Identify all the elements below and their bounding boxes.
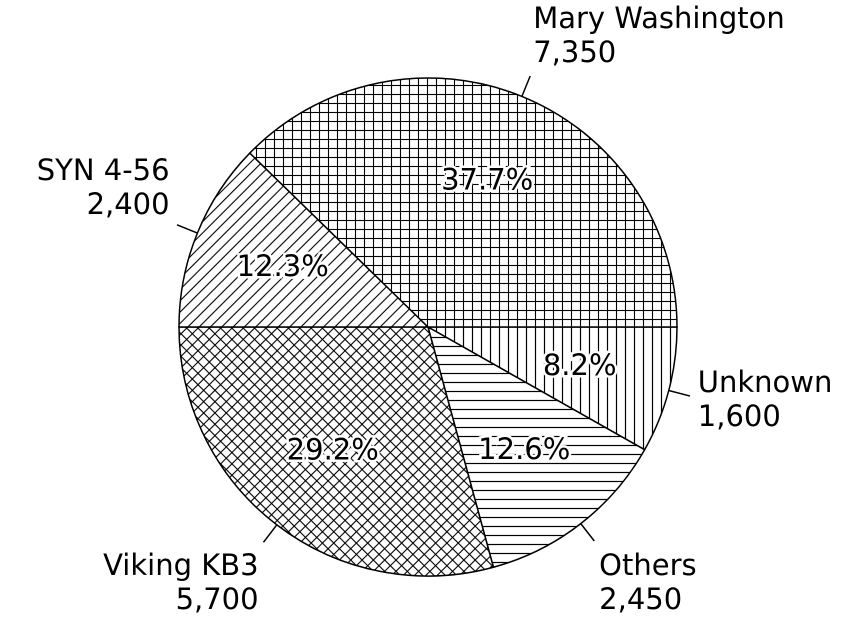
slice-label: Others bbox=[599, 548, 696, 582]
slice-value-label: 1,600 bbox=[698, 399, 781, 433]
pie-slice bbox=[248, 77, 678, 328]
leader-line bbox=[262, 524, 278, 543]
leader-line bbox=[580, 523, 595, 542]
percent-label: 29.2% bbox=[287, 433, 379, 467]
slice-value-label: 2,400 bbox=[87, 187, 170, 221]
pie-slice bbox=[426, 325, 646, 569]
leader-line bbox=[176, 224, 198, 234]
slice-value-label: 2,450 bbox=[599, 582, 682, 616]
pie-slice bbox=[178, 152, 430, 328]
percent-label: 12.3% bbox=[237, 249, 329, 283]
leader-line bbox=[668, 389, 691, 397]
slice-label: Mary Washington bbox=[533, 1, 785, 35]
slice-label: Viking KB3 bbox=[103, 548, 258, 582]
slice-value-label: 5,700 bbox=[176, 582, 259, 616]
pie-slice bbox=[178, 326, 495, 577]
slice-value-label: 7,350 bbox=[533, 35, 616, 69]
leader-line bbox=[521, 75, 531, 97]
pie-slice bbox=[425, 326, 678, 451]
percent-label: 37.7% bbox=[441, 163, 533, 197]
percent-label: 12.6% bbox=[478, 432, 570, 466]
percent-label: 8.2% bbox=[543, 348, 617, 382]
slice-label: SYN 4-56 bbox=[37, 153, 170, 187]
slice-label: Unknown bbox=[698, 365, 833, 399]
